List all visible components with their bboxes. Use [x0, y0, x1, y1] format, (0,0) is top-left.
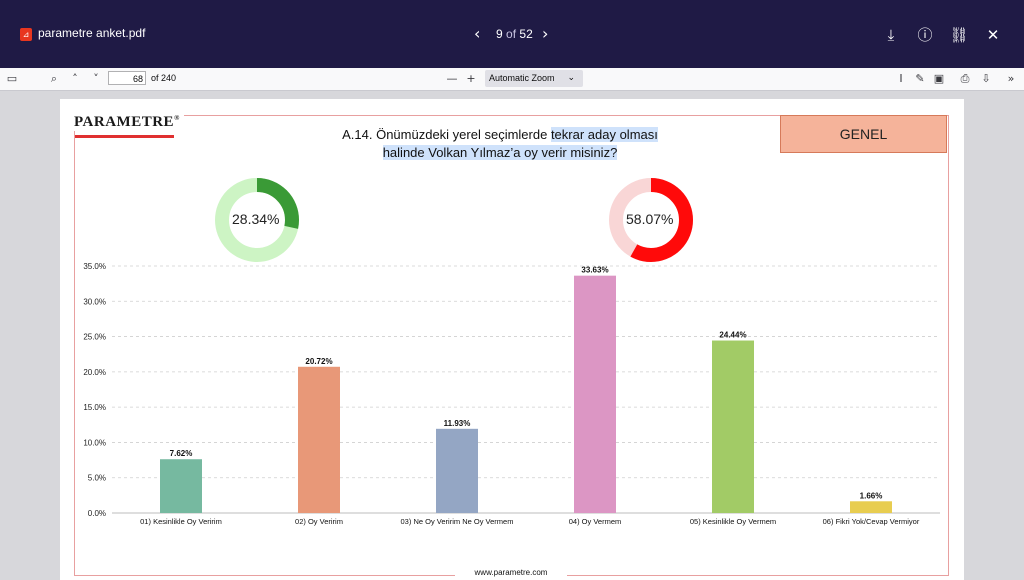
page-number-input[interactable]: 68: [108, 71, 146, 85]
bar-value-label: 11.93%: [444, 419, 471, 428]
viewer-titlebar: ⊿ parametre anket.pdf ‹ 9 of 52 › ⤓ ⓘ ⛓ ✕: [0, 0, 1024, 68]
file-name: parametre anket.pdf: [38, 26, 146, 40]
x-category-label: 02) Oy Veririm: [295, 517, 343, 526]
bar: [298, 366, 340, 513]
question-highlight-1: tekrar aday olması: [550, 127, 658, 142]
y-tick-label: 10.0%: [83, 438, 106, 447]
bar-value-label: 20.72%: [305, 357, 332, 366]
y-tick-label: 5.0%: [88, 474, 106, 483]
y-tick-label: 0.0%: [88, 509, 106, 518]
more-tools-icon[interactable]: »: [1007, 72, 1015, 85]
search-icon[interactable]: ⌕: [50, 72, 58, 85]
brand-logo: PARAMETRE®: [74, 114, 184, 131]
next-page-icon[interactable]: ›: [542, 24, 549, 43]
bar-value-label: 1.66%: [860, 491, 883, 500]
zoom-value: Automatic Zoom: [489, 73, 555, 83]
pdf-file-icon: ⊿: [20, 28, 32, 41]
segment-badge: GENEL: [780, 115, 947, 153]
logo-underline: [75, 135, 174, 138]
page-total: of 240: [151, 73, 177, 83]
save-icon[interactable]: ⇩: [981, 72, 991, 85]
logo-mark: ®: [174, 114, 180, 122]
info-icon[interactable]: ⓘ: [917, 26, 933, 44]
close-icon[interactable]: ✕: [986, 26, 1000, 44]
zoom-in-icon[interactable]: +: [466, 72, 476, 85]
donut-chart-support: [215, 178, 299, 262]
previous-page-icon[interactable]: ‹: [474, 24, 481, 43]
chevron-down-icon: ⌄: [567, 73, 575, 83]
y-tick-label: 35.0%: [83, 262, 106, 271]
x-category-label: 05) Kesinlikle Oy Vermem: [690, 517, 776, 526]
previous-page-up-icon[interactable]: ˄: [72, 72, 78, 85]
x-category-label: 03) Ne Oy Veririm Ne Oy Vermem: [401, 517, 514, 526]
logo-text: PARAMETRE: [74, 114, 175, 130]
sidebar-toggle-icon[interactable]: ▭: [6, 72, 18, 85]
link-icon[interactable]: ⛓: [949, 26, 969, 44]
image-icon[interactable]: ▣: [933, 72, 945, 85]
x-category-label: 01) Kesinlikle Oy Veririm: [140, 517, 222, 526]
bar-value-label: 7.62%: [170, 449, 193, 458]
bar-chart: 0.0% 5.0% 10.0% 15.0% 20.0% 25.0% 30.0% 35.0% 7.…: [83, 262, 940, 526]
viewer-actions: ⤓ ⓘ ⛓ ✕: [868, 24, 1004, 46]
donut-value-arc: [215, 178, 299, 262]
x-category-label: 04) Oy Vermem: [569, 517, 622, 526]
survey-question: A.14. Önümüzdeki yerel seçimlerde tekrar…: [310, 126, 690, 162]
bar: [712, 340, 754, 513]
donut-chart-oppose: [609, 178, 693, 262]
y-tick-label: 25.0%: [83, 333, 106, 342]
bar: [436, 428, 478, 513]
download-icon[interactable]: ⤓: [887, 26, 895, 44]
pdf-page: PARAMETRE® A.14. Önümüzdeki yerel seçiml…: [60, 99, 964, 580]
text-cursor-icon[interactable]: I: [899, 72, 903, 85]
donut-value-arc: [609, 178, 693, 262]
question-text-1: A.14. Önümüzdeki yerel seçimlerde: [342, 127, 551, 142]
document-pager: ‹ 9 of 52 ›: [470, 24, 558, 44]
zoom-out-icon[interactable]: —: [446, 72, 458, 85]
pager-of-label: of: [506, 27, 517, 41]
bar-value-label: 33.63%: [581, 266, 608, 275]
bar-value-label: 24.44%: [719, 331, 746, 340]
y-tick-label: 30.0%: [83, 297, 106, 306]
bar: [850, 501, 892, 513]
bar: [160, 459, 202, 513]
bar: [574, 275, 616, 513]
y-tick-label: 20.0%: [83, 368, 106, 377]
total-items: 52: [519, 27, 533, 41]
draw-icon[interactable]: ✎: [915, 72, 925, 85]
current-item: 9: [496, 27, 503, 41]
next-page-down-icon[interactable]: ˅: [93, 72, 99, 85]
print-icon[interactable]: ⎙: [960, 72, 970, 85]
donut-oppose-label: 58.07%: [626, 211, 674, 227]
donut-support-label: 28.34%: [232, 211, 280, 227]
pdf-toolbar: ▭ ⌕ ˄ ˅ 68 of 240 — + Automatic Zoom ⌄ I …: [0, 68, 1024, 91]
footer-url: www.parametre.com: [455, 565, 567, 580]
y-tick-label: 15.0%: [83, 403, 106, 412]
zoom-select[interactable]: Automatic Zoom ⌄: [485, 70, 583, 87]
x-category-label: 06) Fikri Yok/Cevap Vermiyor: [823, 517, 920, 526]
question-highlight-2: halinde Volkan Yılmaz’a oy verir misiniz…: [382, 145, 618, 160]
